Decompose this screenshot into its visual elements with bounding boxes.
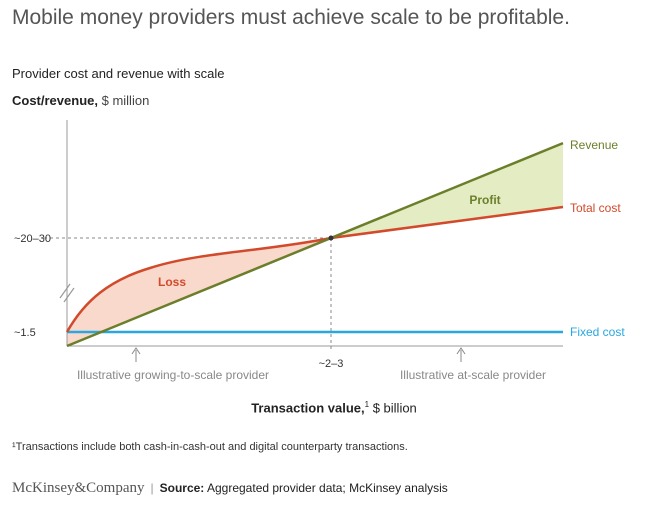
- x-axis-label: Transaction value,1 $ billion: [0, 400, 668, 415]
- y-tick-label-low: ~1.5: [14, 327, 36, 339]
- growing-provider-label: Illustrative growing-to-scale provider: [77, 368, 269, 382]
- footnote: ¹Transactions include both cash-in-cash-…: [12, 441, 408, 453]
- total-cost-line: [65, 205, 564, 333]
- x-axis-label-main: Transaction value,: [251, 400, 365, 416]
- revenue-line: [66, 141, 564, 348]
- mckinsey-logo: McKinsey&Company: [12, 480, 145, 496]
- axis-break-mark: [59, 283, 75, 303]
- y-axis-label-unit: $ million: [101, 93, 150, 108]
- breakeven-point: [328, 235, 334, 241]
- source-text: Aggregated provider data; McKinsey analy…: [206, 481, 448, 495]
- at-scale-arrow: [456, 347, 466, 362]
- growing-arrow: [131, 347, 141, 362]
- footer: McKinsey&Company | Source: Aggregated prov…: [12, 480, 448, 497]
- series-label-revenue: Revenue: [570, 138, 618, 152]
- x-axis-label-footnote-mark: 1: [364, 400, 370, 409]
- y-axis-label-main: Cost/revenue,: [12, 93, 98, 108]
- profit-label: Profit: [469, 193, 500, 207]
- at-scale-provider-label: Illustrative at-scale provider: [400, 368, 546, 382]
- loss-label: Loss: [158, 275, 186, 289]
- chart-title: Mobile money providers must achieve scal…: [12, 6, 570, 29]
- y-axis-label: Cost/revenue, $ million: [12, 93, 149, 108]
- x-axis-label-unit: $ billion: [372, 400, 417, 416]
- series-label-total-cost: Total cost: [570, 201, 621, 215]
- series-label-fixed-cost: Fixed cost: [570, 325, 625, 339]
- chart-subtitle: Provider cost and revenue with scale: [12, 66, 225, 81]
- source-label: Source:: [159, 481, 205, 495]
- x-tick-label: ~2–3: [319, 358, 344, 370]
- y-tick-label-high: ~20–30: [14, 233, 51, 245]
- footer-separator: |: [150, 481, 154, 495]
